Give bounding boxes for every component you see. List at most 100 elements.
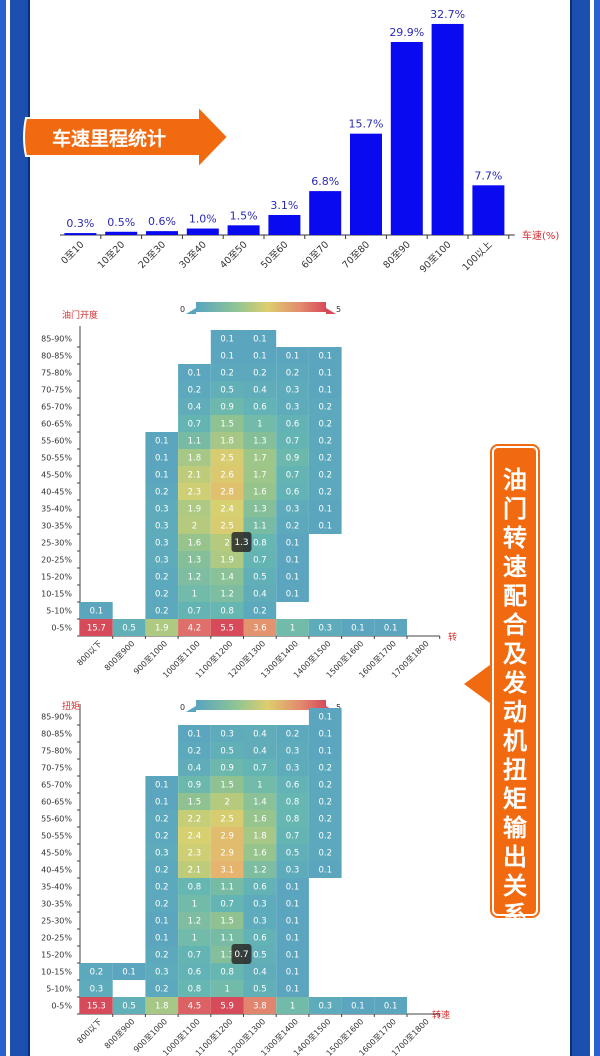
- heatmap-cell[interactable]: [145, 963, 179, 980]
- heatmap-cell[interactable]: [276, 810, 309, 827]
- heatmap-cell[interactable]: [210, 517, 244, 534]
- heatmap-cell[interactable]: [178, 827, 211, 844]
- heatmap-cell[interactable]: [308, 708, 342, 725]
- heatmap-cell[interactable]: [210, 725, 244, 742]
- heatmap-cell[interactable]: [308, 725, 342, 742]
- heatmap-cell[interactable]: [243, 330, 277, 347]
- heatmap-cell[interactable]: [276, 725, 309, 742]
- heatmap-cell[interactable]: [243, 500, 277, 517]
- heatmap-cell[interactable]: [178, 449, 211, 466]
- heatmap-cell[interactable]: [145, 483, 179, 500]
- heatmap-cell[interactable]: [308, 861, 342, 878]
- heatmap-cell[interactable]: [308, 810, 342, 827]
- heatmap-cell[interactable]: [308, 619, 342, 636]
- heatmap-cell[interactable]: [145, 500, 179, 517]
- heatmap-cell[interactable]: [178, 381, 211, 398]
- heatmap-cell[interactable]: [210, 776, 244, 793]
- heatmap-cell[interactable]: [178, 895, 211, 912]
- heatmap-cell[interactable]: [276, 793, 309, 810]
- heatmap-cell[interactable]: [308, 364, 342, 381]
- heatmap-cell[interactable]: [178, 844, 211, 861]
- heatmap-cell[interactable]: [210, 844, 244, 861]
- heatmap-cell[interactable]: [178, 861, 211, 878]
- heatmap-cell[interactable]: [243, 364, 277, 381]
- heatmap-cell[interactable]: [210, 398, 244, 415]
- heatmap-cell[interactable]: [80, 997, 113, 1014]
- heatmap-cell[interactable]: [243, 415, 277, 432]
- heatmap-cell[interactable]: [112, 963, 146, 980]
- heatmap-cell[interactable]: [210, 483, 244, 500]
- heatmap-cell[interactable]: [178, 415, 211, 432]
- heatmap-cell[interactable]: [178, 466, 211, 483]
- heatmap-cell[interactable]: [145, 776, 179, 793]
- heatmap-cell[interactable]: [178, 878, 211, 895]
- heatmap-cell[interactable]: [276, 776, 309, 793]
- heatmap-cell[interactable]: [276, 432, 309, 449]
- heatmap-cell[interactable]: [210, 551, 244, 568]
- heatmap-cell[interactable]: [276, 568, 309, 585]
- heatmap-cell[interactable]: [210, 759, 244, 776]
- heatmap-cell[interactable]: [210, 963, 244, 980]
- heatmap-cell[interactable]: [145, 997, 179, 1014]
- heatmap-cell[interactable]: [243, 861, 277, 878]
- heatmap-cell[interactable]: [276, 742, 309, 759]
- heatmap-cell[interactable]: [210, 347, 244, 364]
- heatmap-cell[interactable]: [243, 980, 277, 997]
- heatmap-cell[interactable]: [243, 759, 277, 776]
- heatmap-cell[interactable]: [178, 500, 211, 517]
- heatmap-cell[interactable]: [308, 776, 342, 793]
- heatmap-cell[interactable]: [276, 980, 309, 997]
- heatmap-cell[interactable]: [178, 534, 211, 551]
- heatmap-cell[interactable]: [243, 827, 277, 844]
- heatmap-cell[interactable]: [210, 602, 244, 619]
- heatmap-cell[interactable]: [276, 912, 309, 929]
- heatmap-cell[interactable]: [178, 483, 211, 500]
- heatmap-cell[interactable]: [178, 602, 211, 619]
- heatmap-cell[interactable]: [308, 398, 342, 415]
- heatmap-cell[interactable]: [178, 912, 211, 929]
- heatmap-cell[interactable]: [243, 929, 277, 946]
- heatmap-cell[interactable]: [308, 432, 342, 449]
- heatmap-cell[interactable]: [178, 398, 211, 415]
- heatmap-cell[interactable]: [276, 878, 309, 895]
- heatmap-cell[interactable]: [178, 725, 211, 742]
- heatmap-cell[interactable]: [210, 810, 244, 827]
- heatmap-cell[interactable]: [308, 415, 342, 432]
- heatmap-cell[interactable]: [276, 619, 309, 636]
- heatmap-cell[interactable]: [243, 517, 277, 534]
- heatmap-cell[interactable]: [210, 980, 244, 997]
- heatmap-cell[interactable]: [243, 449, 277, 466]
- heatmap-cell[interactable]: [210, 742, 244, 759]
- heatmap-cell[interactable]: [145, 946, 179, 963]
- heatmap-cell[interactable]: [178, 963, 211, 980]
- heatmap-cell[interactable]: [210, 415, 244, 432]
- heatmap-cell[interactable]: [210, 861, 244, 878]
- heatmap-cell[interactable]: [145, 432, 179, 449]
- heatmap-cell[interactable]: [243, 878, 277, 895]
- heatmap-cell[interactable]: [145, 551, 179, 568]
- heatmap-cell[interactable]: [341, 997, 375, 1014]
- heatmap-cell[interactable]: [308, 381, 342, 398]
- heatmap-cell[interactable]: [276, 381, 309, 398]
- heatmap-cell[interactable]: [308, 347, 342, 364]
- heatmap-cell[interactable]: [308, 759, 342, 776]
- heatmap-cell[interactable]: [276, 415, 309, 432]
- heatmap-cell[interactable]: [178, 759, 211, 776]
- heatmap-cell[interactable]: [276, 929, 309, 946]
- heatmap-cell[interactable]: [276, 347, 309, 364]
- heatmap-cell[interactable]: [145, 517, 179, 534]
- heatmap-cell[interactable]: [210, 912, 244, 929]
- heatmap-cell[interactable]: [243, 844, 277, 861]
- legend-min-handle[interactable]: [186, 706, 196, 712]
- heatmap-cell[interactable]: [243, 534, 277, 551]
- heatmap-cell[interactable]: [276, 997, 309, 1014]
- heatmap-cell[interactable]: [276, 827, 309, 844]
- heatmap-cell[interactable]: [374, 997, 407, 1014]
- heatmap-cell[interactable]: [243, 483, 277, 500]
- heatmap-cell[interactable]: [145, 534, 179, 551]
- heatmap-cell[interactable]: [145, 929, 179, 946]
- heatmap-cell[interactable]: [276, 466, 309, 483]
- heatmap-cell[interactable]: [243, 810, 277, 827]
- heatmap-cell[interactable]: [145, 861, 179, 878]
- heatmap-cell[interactable]: [276, 585, 309, 602]
